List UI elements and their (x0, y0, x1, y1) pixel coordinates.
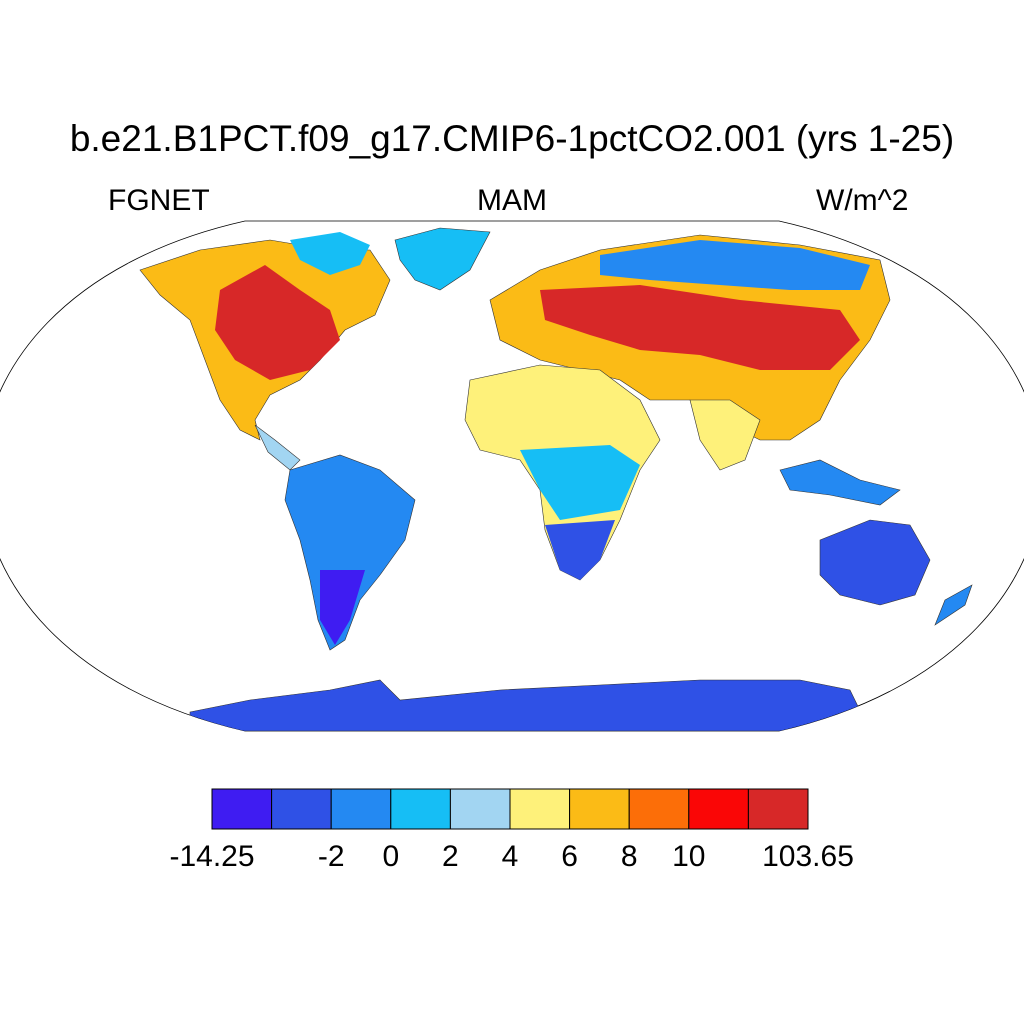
southern-africa (545, 520, 615, 580)
canada-arctic (290, 232, 370, 275)
colorbar-box (628, 788, 690, 830)
colorbar-box (330, 788, 392, 830)
north-america-hot-core (215, 265, 340, 380)
colorbar-box (449, 788, 511, 830)
colorbar-box (688, 788, 749, 830)
season-label: MAM (477, 184, 547, 217)
colorbar-tick-label: -2 (317, 840, 345, 873)
colorbar-tick-label: 103.65 (762, 840, 854, 873)
greenland (394, 227, 491, 291)
southeast-asia-islands (779, 459, 901, 506)
india (689, 399, 761, 471)
colorbar-box (509, 788, 571, 830)
colorbar-tick-label: 6 (561, 840, 578, 873)
colorbar-box (211, 788, 273, 830)
colorbar-tick-label: -14.25 (169, 840, 255, 873)
central-asia-hot-core (540, 285, 860, 370)
antarctica (189, 679, 871, 731)
central-africa (520, 445, 640, 520)
colorbar-tick-label: 4 (501, 840, 519, 873)
new-zealand (934, 584, 973, 626)
south-america-landmass (284, 454, 416, 651)
colorbar-boxes (211, 788, 809, 830)
colorbar-tick-label: 8 (620, 840, 638, 873)
colorbar-box (747, 788, 809, 830)
plot-title: b.e21.B1PCT.f09_g17.CMIP6-1pctCO2.001 (y… (69, 118, 955, 159)
colorbar-box (390, 788, 451, 830)
australia (819, 519, 931, 606)
colorbar-tick-label: 2 (442, 840, 459, 873)
colorbar-tick-label: 10 (672, 840, 706, 873)
units-label: W/m^2 (816, 184, 909, 217)
variable-label: FGNET (108, 184, 210, 217)
siberia (600, 240, 870, 290)
colorbar-tick-label: 0 (382, 840, 400, 873)
central-america (254, 424, 301, 471)
colorbar-box (271, 788, 332, 830)
patagonia (320, 570, 365, 645)
colorbar-box (569, 788, 630, 830)
